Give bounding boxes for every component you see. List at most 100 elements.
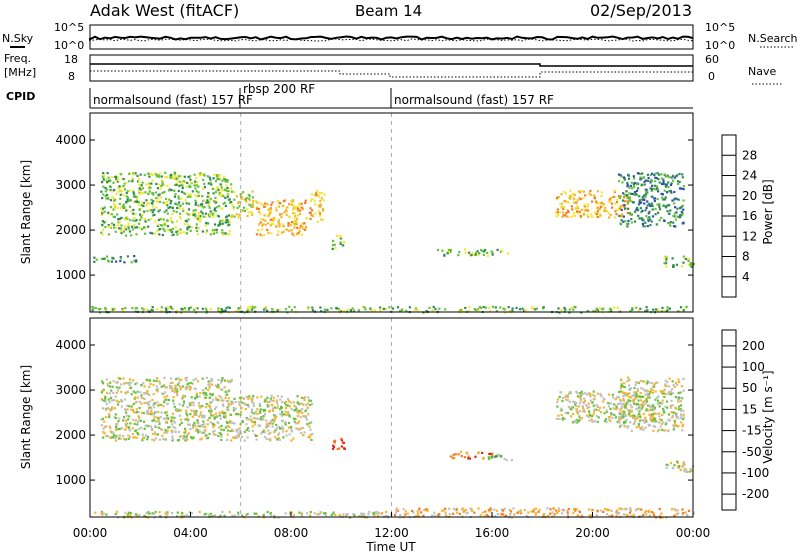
echo-cell [557, 414, 560, 417]
echo-cell [131, 307, 134, 310]
echo-cell [248, 203, 251, 206]
echo-cell [212, 230, 215, 234]
echo-cell [289, 224, 292, 227]
echo-cell [593, 395, 596, 398]
echo-cell [317, 204, 320, 207]
echo-cell [363, 306, 366, 309]
echo-cell [227, 224, 230, 227]
echo-cell [682, 423, 685, 426]
echo-cell [122, 194, 125, 197]
echo-cell [181, 394, 185, 397]
echo-cell [276, 309, 279, 313]
echo-cell [555, 509, 558, 512]
echo-cell [588, 514, 591, 517]
echo-cell [123, 261, 126, 264]
echo-cell [220, 435, 223, 438]
echo-cell [628, 186, 631, 189]
echo-cell [158, 193, 161, 196]
echo-cell [661, 306, 664, 309]
echo-cell [638, 419, 642, 422]
echo-cell [627, 207, 630, 210]
echo-cell [357, 309, 360, 312]
echo-cell [157, 183, 161, 186]
echo-cell [218, 414, 221, 417]
echo-cell [620, 208, 623, 211]
echo-cell [213, 429, 216, 432]
echo-cell [620, 407, 623, 410]
echo-cell [156, 401, 159, 404]
echo-cell [206, 419, 210, 422]
echo-cell [105, 408, 108, 411]
echo-cell [260, 234, 264, 237]
echo-cell [185, 211, 189, 214]
echo-cell [292, 513, 296, 516]
echo-cell [281, 413, 284, 416]
echo-cell [471, 251, 474, 254]
echo-cell [560, 308, 563, 311]
echo-cell [155, 377, 158, 380]
y-tick-label: 3000 [55, 383, 86, 397]
echo-cell [628, 199, 631, 202]
echo-cell [496, 513, 499, 516]
echo-cell [103, 174, 106, 177]
echo-cell [154, 437, 157, 440]
y-tick-label: 4000 [55, 338, 86, 352]
echo-cell [158, 382, 162, 385]
echo-cell [117, 437, 121, 440]
echo-cell [593, 211, 597, 214]
echo-cell [611, 416, 614, 420]
echo-cell [555, 215, 558, 218]
echo-cell [672, 265, 675, 268]
echo-cell [648, 393, 651, 396]
echo-cell [179, 388, 182, 391]
echo-cell [282, 436, 285, 439]
echo-cell [112, 308, 115, 311]
echo-cell [663, 310, 666, 313]
echo-cell [153, 172, 156, 175]
echo-cell [286, 404, 289, 407]
cpid-label: CPID [6, 90, 35, 103]
echo-cell [589, 189, 592, 193]
echo-cell [667, 186, 670, 189]
echo-cell [272, 420, 276, 423]
echo-cell [130, 261, 133, 264]
echo-cell [614, 397, 617, 401]
echo-cell [287, 411, 290, 414]
echo-cell [151, 211, 154, 214]
freq-unit-label: [MHz] [4, 66, 36, 79]
echo-cell [641, 515, 644, 518]
echo-cell [639, 515, 642, 518]
echo-cell [322, 209, 325, 212]
echo-cell [623, 410, 626, 413]
echo-cell [277, 516, 280, 519]
echo-cell [140, 411, 144, 414]
echo-cell [270, 422, 273, 425]
echo-cell [682, 261, 685, 264]
echo-cell [159, 227, 162, 231]
echo-cell [110, 309, 114, 312]
echo-cell [642, 388, 645, 391]
time-tick-label: 08:00 [274, 526, 309, 540]
echo-cell [160, 306, 163, 309]
echo-cell [156, 224, 159, 227]
echo-cell [511, 309, 514, 312]
echo-cell [109, 430, 112, 433]
echo-cell [599, 205, 602, 208]
echo-cell [144, 220, 147, 223]
echo-cell [305, 408, 308, 411]
echo-cell [215, 415, 218, 418]
echo-cell [585, 393, 588, 396]
echo-cell [645, 194, 648, 197]
echo-cell [249, 418, 252, 421]
echo-cell [146, 411, 149, 414]
echo-cell [671, 466, 675, 470]
echo-cell [568, 400, 572, 403]
echo-cell [192, 436, 195, 439]
echo-cell [132, 194, 135, 197]
echo-cell [211, 398, 214, 401]
echo-cell [196, 233, 200, 236]
echo-cell [300, 233, 304, 236]
echo-cell [345, 513, 348, 516]
echo-cell [145, 401, 148, 404]
echo-cell [130, 386, 133, 389]
